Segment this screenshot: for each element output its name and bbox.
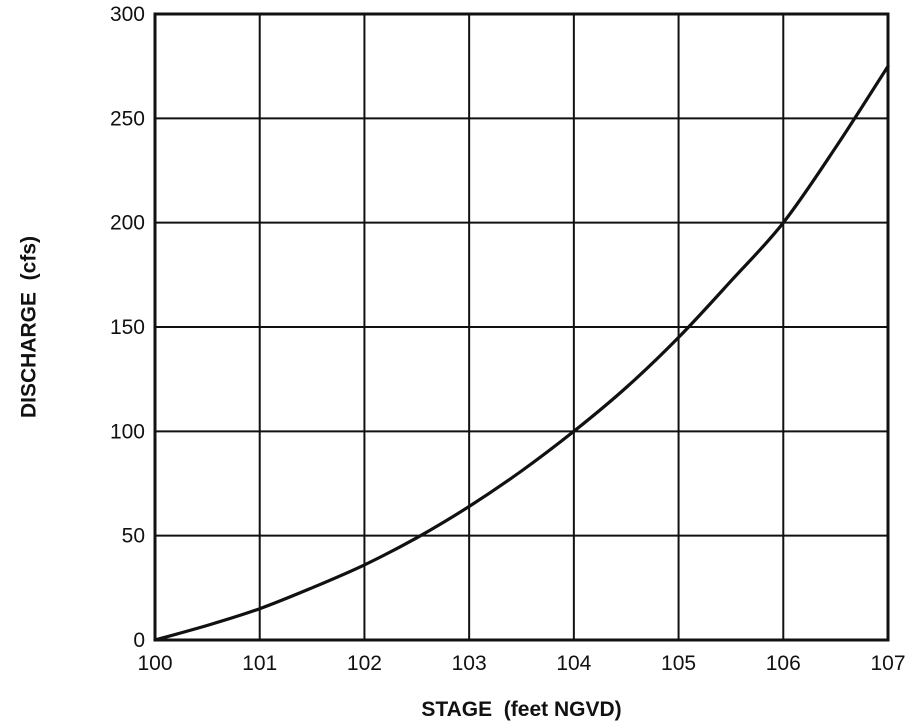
y-tick-label: 300 xyxy=(110,3,145,26)
y-tick-label: 200 xyxy=(110,212,145,235)
y-axis-title: DISCHARGE (cfs) xyxy=(18,236,41,418)
x-tick-label: 101 xyxy=(242,652,277,675)
y-tick-label: 50 xyxy=(122,525,145,548)
x-tick-label: 100 xyxy=(137,652,172,675)
discharge-curve xyxy=(153,64,890,642)
y-tick-label: 100 xyxy=(110,420,145,443)
y-tick-label: 250 xyxy=(110,107,145,130)
x-axis-title: STAGE (feet NGVD) xyxy=(421,698,621,721)
x-tick-label: 103 xyxy=(452,652,487,675)
series-group xyxy=(153,64,890,642)
y-tick-labels: 0 50 100 150 200 250 300 xyxy=(110,3,145,652)
x-tick-label: 107 xyxy=(870,652,905,675)
y-tick-label: 150 xyxy=(110,316,145,339)
x-tick-label: 105 xyxy=(661,652,696,675)
y-tick-label: 0 xyxy=(133,629,145,652)
grid xyxy=(154,13,889,641)
x-tick-label: 104 xyxy=(556,652,591,675)
x-tick-label: 106 xyxy=(766,652,801,675)
x-tick-labels: 100 101 102 103 104 105 106 107 xyxy=(137,652,905,675)
x-tick-label: 102 xyxy=(347,652,382,675)
plot-frame xyxy=(153,12,890,642)
